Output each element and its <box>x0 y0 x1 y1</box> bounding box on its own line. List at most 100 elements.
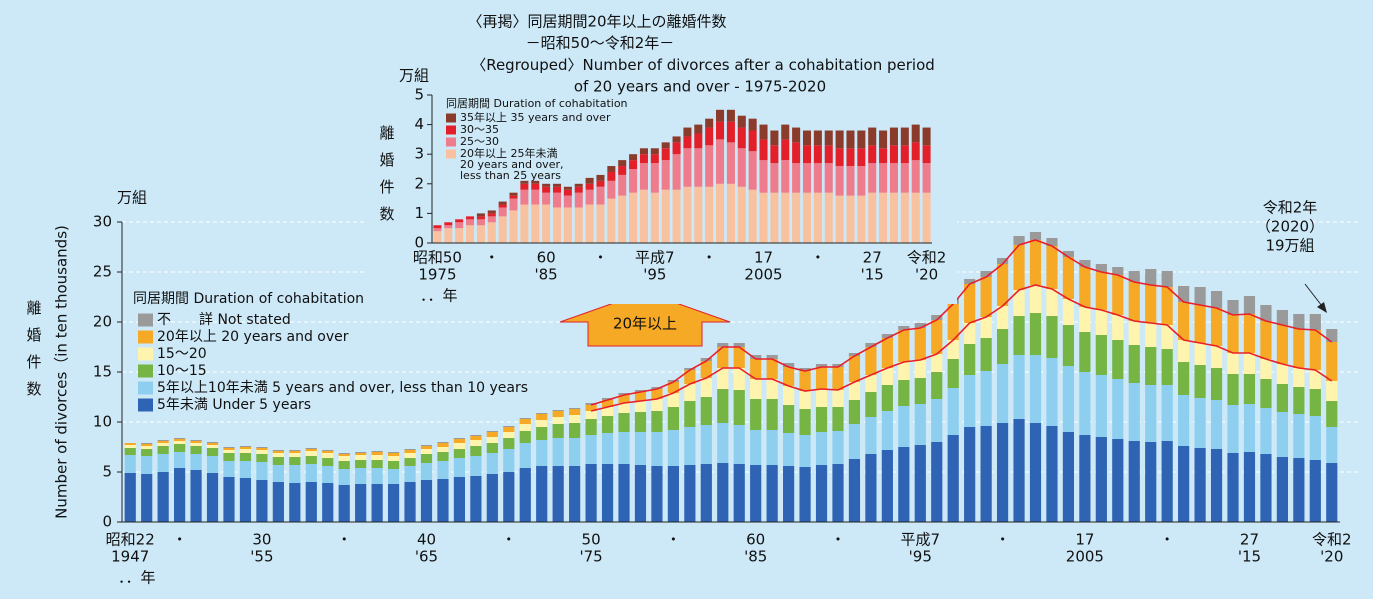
bar-segment <box>964 279 976 284</box>
bar-segment <box>1276 310 1288 325</box>
bar-segment <box>996 306 1009 329</box>
bar-segment <box>770 163 779 193</box>
bar-segment <box>750 379 762 399</box>
bar-segment <box>1276 384 1288 412</box>
bar-segment <box>476 216 485 220</box>
bar-segment <box>835 166 844 196</box>
bar-segment <box>1210 291 1223 308</box>
bar-segment <box>1095 310 1107 335</box>
bar-segment <box>498 216 507 243</box>
bar-segment <box>371 451 383 452</box>
bar-segment <box>256 448 268 450</box>
bar-segment <box>486 437 498 443</box>
bar-segment <box>437 443 449 447</box>
bar-segment <box>223 453 235 461</box>
bar-segment <box>824 192 833 243</box>
bar-segment <box>931 399 943 442</box>
legend-label: 5年未満 Under 5 years <box>157 397 311 413</box>
bar-segment <box>947 435 959 522</box>
bar-segment <box>792 192 801 243</box>
bar-segment <box>519 419 531 424</box>
bar-segment <box>1227 315 1239 353</box>
bar-segment <box>536 420 548 427</box>
bar-segment <box>748 151 757 190</box>
bar-segment <box>964 427 976 522</box>
bar-segment <box>239 461 252 478</box>
bar-segment <box>783 367 795 386</box>
x-tick-label: 50 <box>582 531 601 549</box>
bar-segment <box>684 368 696 370</box>
bar-segment <box>832 464 844 522</box>
bar-segment <box>444 222 453 226</box>
bar-segment <box>256 454 268 462</box>
bar-segment <box>531 204 540 243</box>
bar-segment <box>618 413 630 432</box>
bar-segment <box>124 455 136 473</box>
legend-label: 15～20 <box>157 346 207 362</box>
bar-segment <box>470 435 482 436</box>
bar-segment <box>651 411 663 432</box>
bar-segment <box>1013 245 1025 290</box>
bar-segment <box>601 400 614 407</box>
bar-segment <box>667 382 679 393</box>
bar-segment <box>914 404 926 445</box>
bar-segment <box>694 148 703 187</box>
bar-segment <box>947 359 959 388</box>
x-tick-label: ・ <box>172 531 187 549</box>
bar-segment <box>813 130 822 146</box>
bar-segment <box>470 436 482 440</box>
legend-label: 20 years and over, <box>460 158 563 171</box>
bar-segment <box>1326 427 1338 463</box>
bar-segment <box>1161 325 1173 349</box>
bar-segment <box>552 207 562 243</box>
y-tick-label: 5 <box>414 86 424 104</box>
bar-segment <box>256 462 268 480</box>
bar-segment <box>569 415 581 423</box>
bar-segment <box>498 207 507 217</box>
x-tick-label: '95 <box>643 266 666 284</box>
bar-segment <box>684 427 696 465</box>
bar-segment <box>857 130 866 149</box>
bar-segment <box>1013 355 1025 419</box>
bar-segment <box>672 154 681 190</box>
x-tick-label: 平成7 <box>901 531 941 549</box>
bar-segment <box>420 480 433 522</box>
bar-segment <box>437 442 449 443</box>
bar-segment <box>848 459 861 522</box>
bar-segment <box>338 456 350 461</box>
legend-title: 同居期間 Duration of cohabitation <box>133 291 364 307</box>
bar-segment <box>815 389 828 407</box>
bar-segment <box>911 124 920 143</box>
bar-segment <box>694 124 703 134</box>
bar-segment <box>223 447 235 448</box>
bar-segment <box>717 463 729 522</box>
bar-segment <box>1079 307 1091 332</box>
bar-segment <box>914 445 926 522</box>
bar-segment <box>503 472 515 522</box>
bar-segment <box>717 347 729 368</box>
bar-segment <box>206 456 219 473</box>
bar-segment <box>964 375 976 427</box>
bar-segment <box>487 210 496 214</box>
bar-segment <box>552 186 562 193</box>
bar-segment <box>1095 264 1107 272</box>
bar-segment <box>1276 364 1288 384</box>
bar-segment <box>387 469 400 484</box>
bar-segment <box>650 154 659 164</box>
bar-segment <box>272 482 284 522</box>
bar-segment <box>717 389 729 423</box>
bar-segment <box>289 465 301 483</box>
bar-segment <box>1276 412 1288 457</box>
x-tick-label: 1947 <box>111 548 149 566</box>
bar-segment <box>519 468 531 522</box>
bar-segment <box>433 231 442 243</box>
bar-segment <box>1293 314 1305 329</box>
bar-segment <box>700 358 712 361</box>
bar-segment <box>453 439 466 443</box>
bar-segment <box>520 189 529 205</box>
bar-segment <box>634 465 647 522</box>
bar-segment <box>509 195 518 199</box>
bar-segment <box>141 443 153 444</box>
y-tick-label: 20 <box>93 313 112 331</box>
bar-segment <box>1194 365 1206 398</box>
